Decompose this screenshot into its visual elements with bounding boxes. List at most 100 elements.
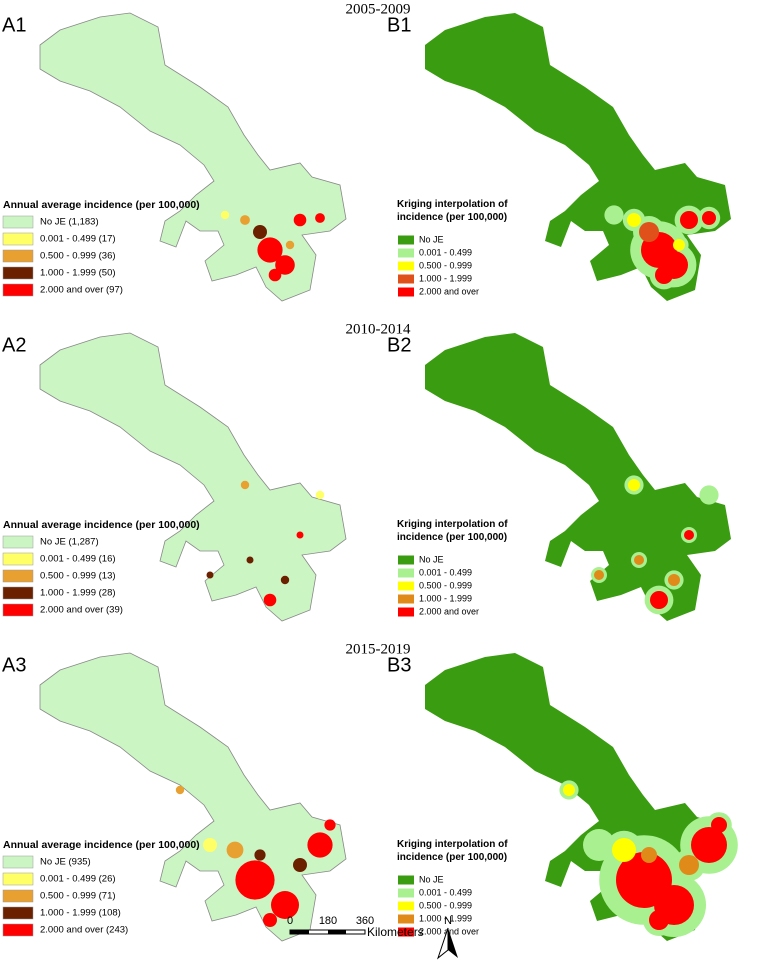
incidence-area bbox=[711, 817, 727, 833]
incidence-area bbox=[307, 832, 333, 858]
legend-swatch bbox=[2, 906, 34, 920]
legend-swatch bbox=[398, 888, 414, 898]
incidence-area bbox=[235, 860, 275, 900]
legend-label: No JE (1,287) bbox=[40, 537, 99, 548]
legend-label: 0.500 - 0.999 (71) bbox=[40, 891, 116, 902]
incidence-area bbox=[257, 237, 283, 263]
legend-label: 2.000 and over (97) bbox=[40, 285, 123, 296]
incidence-area bbox=[703, 489, 715, 501]
legend-swatch bbox=[398, 235, 414, 245]
incidence-area bbox=[691, 827, 727, 863]
legend-swatch bbox=[2, 586, 34, 600]
legend-swatch bbox=[398, 248, 414, 258]
north-label: N bbox=[444, 915, 452, 927]
incidence-area bbox=[293, 858, 307, 872]
legend-label: 0.500 - 0.999 bbox=[419, 260, 472, 270]
legend-swatch bbox=[398, 875, 414, 885]
legend-swatch bbox=[2, 889, 34, 903]
legend-label: No JE (1,183) bbox=[40, 217, 99, 228]
incidence-area bbox=[589, 835, 609, 855]
legend-label: 2.000 and over (243) bbox=[40, 925, 128, 936]
legend-title-box: Kriging interpolation of incidence (per … bbox=[397, 839, 508, 863]
incidence-area bbox=[296, 531, 304, 539]
incidence-area bbox=[285, 240, 295, 250]
incidence-area bbox=[206, 571, 214, 579]
incidence-area bbox=[175, 785, 185, 795]
incidence-area bbox=[240, 480, 250, 490]
incidence-area bbox=[253, 225, 267, 239]
legend-swatch bbox=[398, 555, 414, 565]
incidence-area bbox=[650, 591, 668, 609]
legend-swatch bbox=[398, 568, 414, 578]
legend-swatch bbox=[2, 215, 34, 229]
incidence-area bbox=[612, 838, 636, 862]
scale-unit: Kilometers bbox=[367, 925, 424, 939]
legend-label: 2.000 and over bbox=[419, 606, 479, 616]
legend-swatch bbox=[2, 872, 34, 886]
legend-label: No JE (935) bbox=[40, 857, 91, 868]
incidence-area bbox=[641, 847, 657, 863]
legend-label: 0.001 - 0.499 (17) bbox=[40, 234, 116, 245]
panel-label: B3 bbox=[387, 654, 411, 676]
legend-label: 0.001 - 0.499 bbox=[419, 567, 472, 577]
legend-title: Annual average incidence (per 100,000) bbox=[3, 839, 200, 851]
scale-bar-fill bbox=[328, 930, 346, 934]
legend-label: 1.000 - 1.999 (50) bbox=[40, 268, 116, 279]
legend-swatch bbox=[398, 901, 414, 911]
legend-label: 0.001 - 0.499 bbox=[419, 247, 472, 257]
legend-swatch bbox=[2, 249, 34, 263]
legend-label: 1.000 - 1.999 (28) bbox=[40, 588, 116, 599]
legend-swatch bbox=[2, 603, 34, 617]
incidence-area bbox=[627, 213, 641, 227]
period-title: 2015-2019 bbox=[346, 641, 411, 657]
panel-label: A2 bbox=[2, 334, 26, 356]
legend-label: 0.500 - 0.999 (13) bbox=[40, 571, 116, 582]
incidence-area bbox=[263, 593, 277, 607]
incidence-area bbox=[702, 211, 716, 225]
legend-label: 1.000 - 1.999 bbox=[419, 913, 472, 923]
incidence-area bbox=[634, 555, 644, 565]
incidence-area bbox=[271, 891, 299, 919]
region-outline bbox=[425, 333, 731, 621]
legend-swatch bbox=[2, 569, 34, 583]
legend-title: Annual average incidence (per 100,000) bbox=[3, 519, 200, 531]
incidence-area bbox=[240, 215, 250, 225]
period-title: 2010-2014 bbox=[346, 321, 411, 337]
incidence-area bbox=[594, 570, 604, 580]
incidence-area bbox=[324, 819, 336, 831]
legend-swatch bbox=[398, 927, 414, 937]
panel-label: A1 bbox=[2, 14, 26, 36]
legend-swatch bbox=[398, 581, 414, 591]
legend-swatch bbox=[398, 287, 414, 297]
legend-label: 0.500 - 0.999 bbox=[419, 900, 472, 910]
incidence-area bbox=[246, 556, 254, 564]
legend-swatch bbox=[398, 607, 414, 617]
incidence-area bbox=[315, 213, 325, 223]
legend-label: 0.001 - 0.499 (16) bbox=[40, 554, 116, 565]
scale-tick-label: 180 bbox=[319, 915, 337, 927]
scale-tick-label: 360 bbox=[356, 915, 374, 927]
incidence-area bbox=[679, 855, 699, 875]
legend-swatch bbox=[2, 855, 34, 869]
legend-label: No JE bbox=[419, 874, 444, 884]
legend-label: 1.000 - 1.999 (108) bbox=[40, 908, 121, 919]
scale-tick-label: 0 bbox=[287, 915, 293, 927]
legend-swatch bbox=[398, 914, 414, 924]
legend-swatch bbox=[2, 266, 34, 280]
incidence-area bbox=[655, 266, 673, 284]
legend-label: 0.500 - 0.999 (36) bbox=[40, 251, 116, 262]
legend-title: Annual average incidence (per 100,000) bbox=[3, 199, 200, 211]
legend-swatch bbox=[398, 594, 414, 604]
legend-swatch bbox=[2, 283, 34, 297]
legend-swatch bbox=[398, 274, 414, 284]
legend-title-box: Kriging interpolation of incidence (per … bbox=[397, 199, 508, 223]
legend-label: 0.001 - 0.499 bbox=[419, 887, 472, 897]
incidence-area bbox=[563, 784, 575, 796]
legend-label: 2.000 and over (39) bbox=[40, 605, 123, 616]
legend-label: 1.000 - 1.999 bbox=[419, 273, 472, 283]
incidence-area bbox=[226, 841, 244, 859]
panel-label: B2 bbox=[387, 334, 411, 356]
legend-swatch bbox=[2, 552, 34, 566]
incidence-area bbox=[673, 239, 685, 251]
panel-label: B1 bbox=[387, 14, 411, 36]
